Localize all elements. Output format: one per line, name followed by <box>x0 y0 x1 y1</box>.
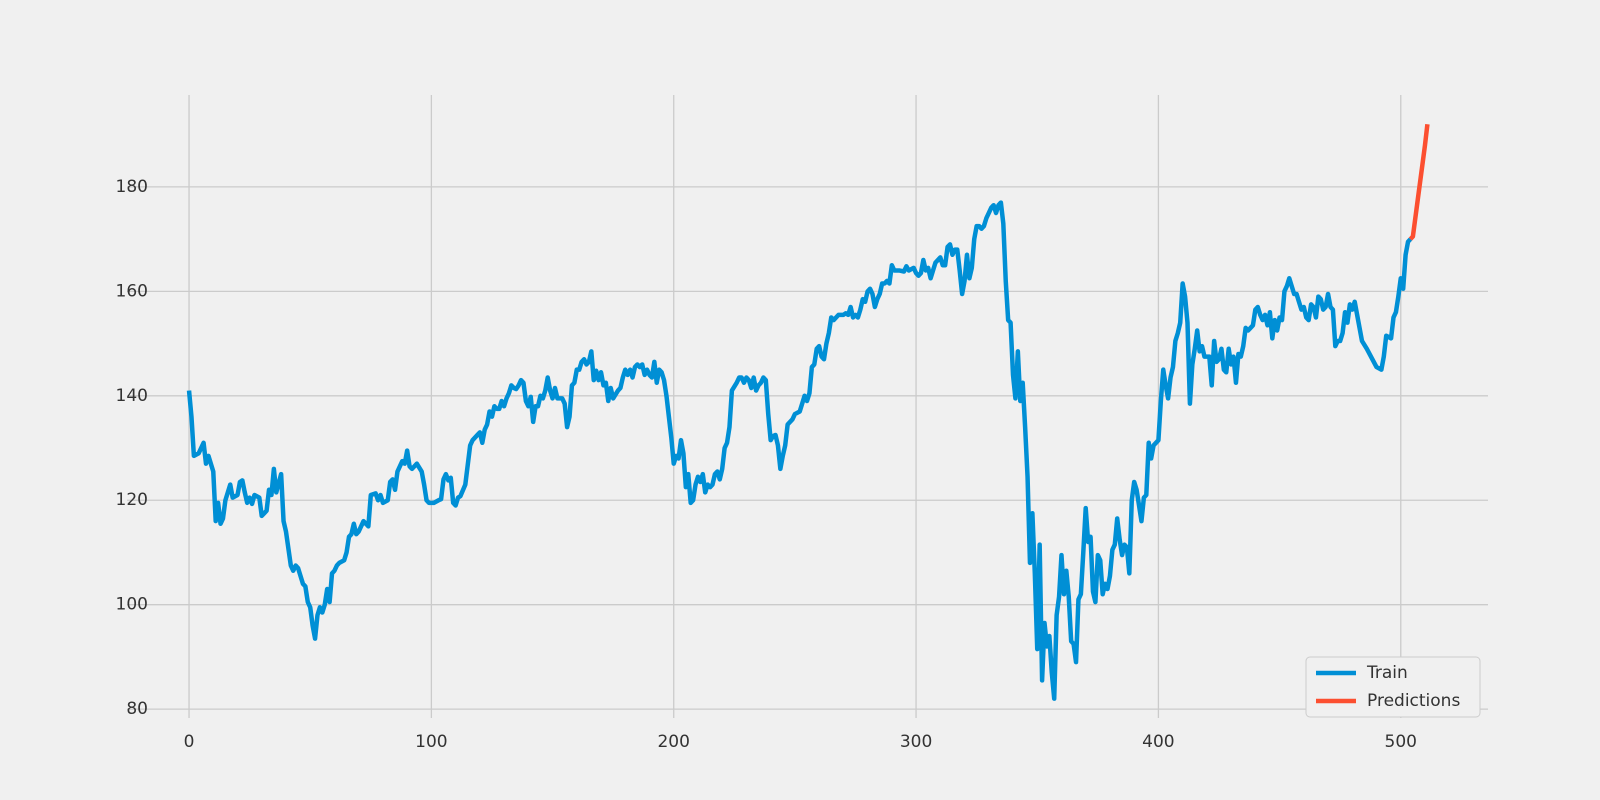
legend: Train Predictions <box>1305 656 1481 718</box>
y-tick-label: 80 <box>126 699 148 719</box>
legend-label: Train <box>1366 663 1408 683</box>
x-tick-label: 400 <box>1142 732 1174 752</box>
x-tick-label: 500 <box>1385 732 1417 752</box>
x-tick-label: 300 <box>900 732 932 752</box>
y-tick-label: 100 <box>116 595 148 615</box>
x-tick-label: 0 <box>184 732 195 752</box>
y-tick-label: 140 <box>116 386 148 406</box>
y-tick-label: 180 <box>116 177 148 197</box>
series-line <box>1408 123 1430 241</box>
legend-label: Predictions <box>1367 691 1460 711</box>
x-tick-label: 200 <box>657 732 689 752</box>
y-tick-label: 120 <box>116 490 148 510</box>
x-tick-label: 100 <box>415 732 447 752</box>
series-line <box>186 200 1413 701</box>
y-tick-label: 160 <box>116 281 148 301</box>
